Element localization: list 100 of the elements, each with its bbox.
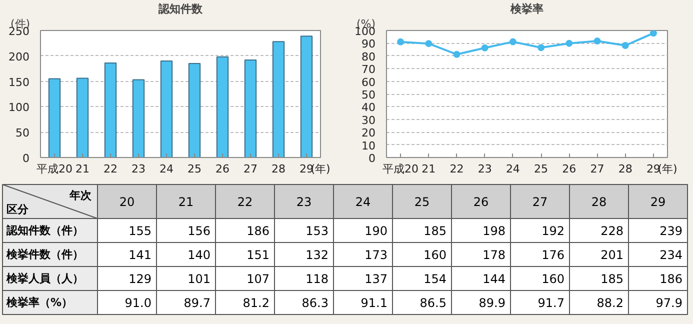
bar	[132, 79, 145, 158]
y-tick-label: 90	[362, 38, 376, 51]
x-tick-label: 28	[618, 162, 632, 176]
y-tick-label: 100	[8, 101, 30, 114]
x-tick-label: 22	[104, 162, 118, 176]
x-tick-label: 24	[506, 162, 520, 176]
y-tick-label: 100	[354, 25, 376, 38]
x-tick-label: 23	[132, 162, 146, 176]
bar	[188, 63, 201, 158]
data-label: 154	[424, 272, 446, 286]
x-tick-label: 22	[450, 162, 464, 176]
data-label: 156	[188, 224, 210, 238]
bar	[160, 60, 173, 158]
chart-title: 検挙率	[510, 2, 544, 16]
y-tick-label: 50	[16, 126, 30, 140]
x-tick-label: 26	[473, 195, 489, 209]
y-tick-label: 40	[362, 101, 376, 114]
y-tick-label: 50	[362, 88, 376, 102]
y-tick-label: 認知件数（件）	[6, 224, 84, 237]
y-tick-label: 70	[362, 63, 376, 76]
y-tick-label: 20	[362, 126, 376, 140]
x-tick-label: 21	[422, 162, 436, 176]
x-tick-label: 平成20	[382, 162, 419, 176]
x-tick-label: 20	[119, 195, 135, 209]
data-label: 186	[660, 272, 682, 286]
y-tick-label: 検挙率（%）	[6, 296, 73, 309]
data-label: 201	[600, 248, 624, 262]
data-label: 153	[306, 224, 328, 238]
data-label: 228	[600, 224, 624, 238]
data-label: 185	[424, 224, 446, 238]
y-tick-label: 検挙人員（人）	[6, 272, 84, 285]
data-label: 140	[188, 248, 210, 262]
data-label: 129	[128, 272, 152, 286]
x-tick-label: 22	[237, 195, 253, 209]
bar	[244, 59, 257, 158]
data-label: 91.1	[360, 296, 388, 310]
y-axis-title: 区分	[6, 203, 30, 216]
x-tick-label: 23	[296, 195, 312, 209]
data-label: 176	[542, 248, 564, 262]
data-label: 144	[482, 272, 506, 286]
y-tick-label: 200	[8, 50, 30, 64]
data-label: 190	[364, 224, 388, 238]
y-tick-label: 10	[362, 139, 376, 152]
bar	[104, 62, 117, 158]
data-label: 186	[246, 224, 270, 238]
chart-title: 認知件数	[158, 2, 204, 16]
y-tick-label: 80	[362, 50, 376, 64]
x-tick-label: 24	[160, 162, 174, 176]
data-label: 101	[188, 272, 210, 286]
bar	[48, 78, 61, 158]
data-label: 173	[364, 248, 388, 262]
x-tick-label: 27	[244, 162, 258, 176]
x-tick-label: 28	[272, 162, 286, 176]
data-label: 81.2	[242, 296, 270, 310]
x-tick-label: 26	[562, 162, 576, 176]
x-tick-label: 24	[355, 195, 371, 209]
data-label: 89.7	[184, 296, 210, 310]
y-tick-label: 30	[362, 114, 376, 127]
y-tick-label: 検挙件数（件）	[6, 248, 84, 261]
x-tick-label: 29	[650, 195, 666, 209]
bar	[272, 41, 285, 158]
x-tick-label: 25	[414, 195, 430, 209]
x-tick-label: 26	[216, 162, 230, 176]
x-tick-label: 21	[76, 162, 90, 176]
data-label: 137	[364, 272, 388, 286]
x-axis-title: 年次	[68, 189, 92, 202]
data-label: 198	[482, 224, 506, 238]
data-label: 88.2	[596, 296, 624, 310]
data-label: 192	[542, 224, 564, 238]
x-tick-label: 25	[188, 162, 202, 176]
data-label: 91.0	[124, 296, 152, 310]
bar	[300, 36, 313, 158]
data-label: 89.9	[478, 296, 506, 310]
data-label: 86.3	[302, 296, 328, 310]
x-tick-label: 29	[300, 162, 314, 176]
y-tick-label: 0	[368, 152, 376, 165]
bar	[76, 78, 89, 158]
data-label: 155	[128, 224, 152, 238]
data-label: 141	[128, 248, 152, 262]
x-tick-label: 平成20	[36, 162, 72, 176]
x-tick-label: 27	[590, 162, 604, 176]
data-label: 178	[482, 248, 506, 262]
data-label: 97.9	[656, 296, 682, 310]
data-label: 107	[246, 272, 270, 286]
bar	[216, 56, 229, 158]
y-tick-label: 0	[22, 152, 30, 165]
y-tick-label: 150	[8, 76, 30, 89]
x-tick-label: 27	[532, 195, 548, 209]
data-label: 118	[306, 272, 328, 286]
data-label: 91.7	[538, 296, 564, 310]
x-tick-label: 25	[534, 162, 548, 176]
data-label: 185	[600, 272, 624, 286]
x-tick-label: 21	[178, 195, 194, 209]
data-label: 86.5	[420, 296, 446, 310]
y-tick-label: 60	[362, 76, 376, 89]
data-label: 234	[660, 248, 682, 262]
x-tick-label: 29	[646, 162, 660, 176]
data-label: 132	[306, 248, 328, 262]
data-label: 160	[542, 272, 564, 286]
data-label: 160	[424, 248, 446, 262]
